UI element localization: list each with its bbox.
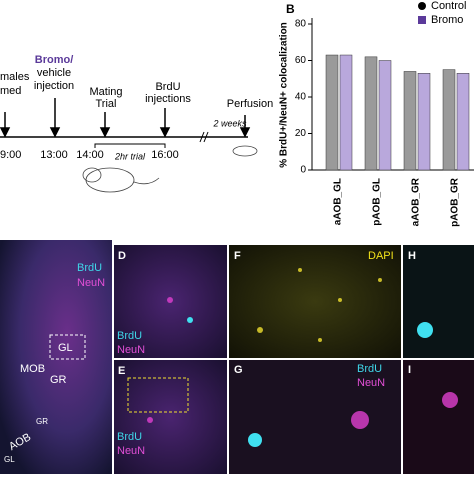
label: NeuN	[357, 377, 385, 389]
bar-chart: B % BrdU+/NeuN+ colocalization 0 20 40 60 80…	[279, 0, 474, 227]
label: Mating	[89, 86, 122, 98]
y-tick-label: 60	[295, 55, 307, 66]
y-tick-label: 0	[300, 165, 306, 176]
bar	[339, 54, 353, 171]
x-tick-label: aAOB_GL	[333, 178, 344, 225]
y-axis-label: % BrdU+/NeuN+ colocalization	[279, 22, 290, 168]
y-tick-label: 80	[295, 19, 307, 30]
micrographs: BrdU NeuN GL MOB GR AOB GR GL D BrdU Neu…	[0, 240, 474, 474]
bar	[364, 56, 378, 171]
label: BrdU	[77, 262, 102, 274]
label: Perfusion	[227, 98, 273, 110]
bar	[403, 71, 417, 171]
legend-label: Bromo	[431, 14, 463, 26]
panel-label: E	[118, 365, 125, 377]
bar	[378, 60, 392, 171]
label: NeuN	[117, 344, 145, 356]
label: BrdU	[357, 363, 382, 375]
label: males	[0, 71, 30, 83]
x-tick-label: pAOB_GL	[372, 178, 383, 226]
label: MOB	[20, 363, 45, 375]
panel-label: I	[408, 364, 411, 376]
x-tick-label: aAOB_GR	[411, 177, 422, 226]
label: GR	[50, 374, 67, 386]
y-tick-label: 40	[295, 92, 307, 103]
timeline: males med Bromo/ vehicle injection Matin…	[0, 54, 273, 193]
time: 14:00	[76, 149, 104, 161]
legend-label: Control	[431, 0, 466, 12]
y-tick-label: 20	[295, 128, 307, 139]
label: BrdU	[117, 330, 142, 342]
label: med	[0, 85, 21, 97]
time: 16:00	[151, 149, 179, 161]
label: NeuN	[77, 277, 105, 289]
label: injection	[34, 80, 74, 92]
time: 13:00	[40, 149, 68, 161]
x-tick-label: pAOB_GR	[450, 177, 461, 227]
label: 2 weeks	[212, 118, 247, 128]
legend-marker	[418, 16, 426, 24]
label: Trial	[96, 98, 117, 110]
bar	[325, 54, 339, 171]
label: Bromo/	[35, 54, 74, 66]
bar	[417, 73, 431, 171]
panel-label: B	[286, 2, 295, 16]
label: BrdU	[117, 431, 142, 443]
label: GR	[36, 417, 48, 426]
time: 9:00	[0, 149, 21, 161]
panel-label: F	[234, 250, 241, 262]
bar	[456, 73, 470, 171]
legend-marker	[418, 2, 426, 10]
label: BrdU	[155, 81, 180, 93]
label: DAPI	[368, 250, 394, 262]
label: GL	[58, 342, 73, 354]
label: GL	[4, 455, 15, 464]
label: vehicle	[37, 67, 71, 79]
bar	[442, 69, 456, 171]
label: 2hr trial	[114, 151, 146, 161]
panel-label: H	[408, 250, 416, 262]
panel-label: D	[118, 250, 126, 262]
label: NeuN	[117, 445, 145, 457]
panel-label: G	[234, 364, 243, 376]
label: injections	[145, 93, 191, 105]
